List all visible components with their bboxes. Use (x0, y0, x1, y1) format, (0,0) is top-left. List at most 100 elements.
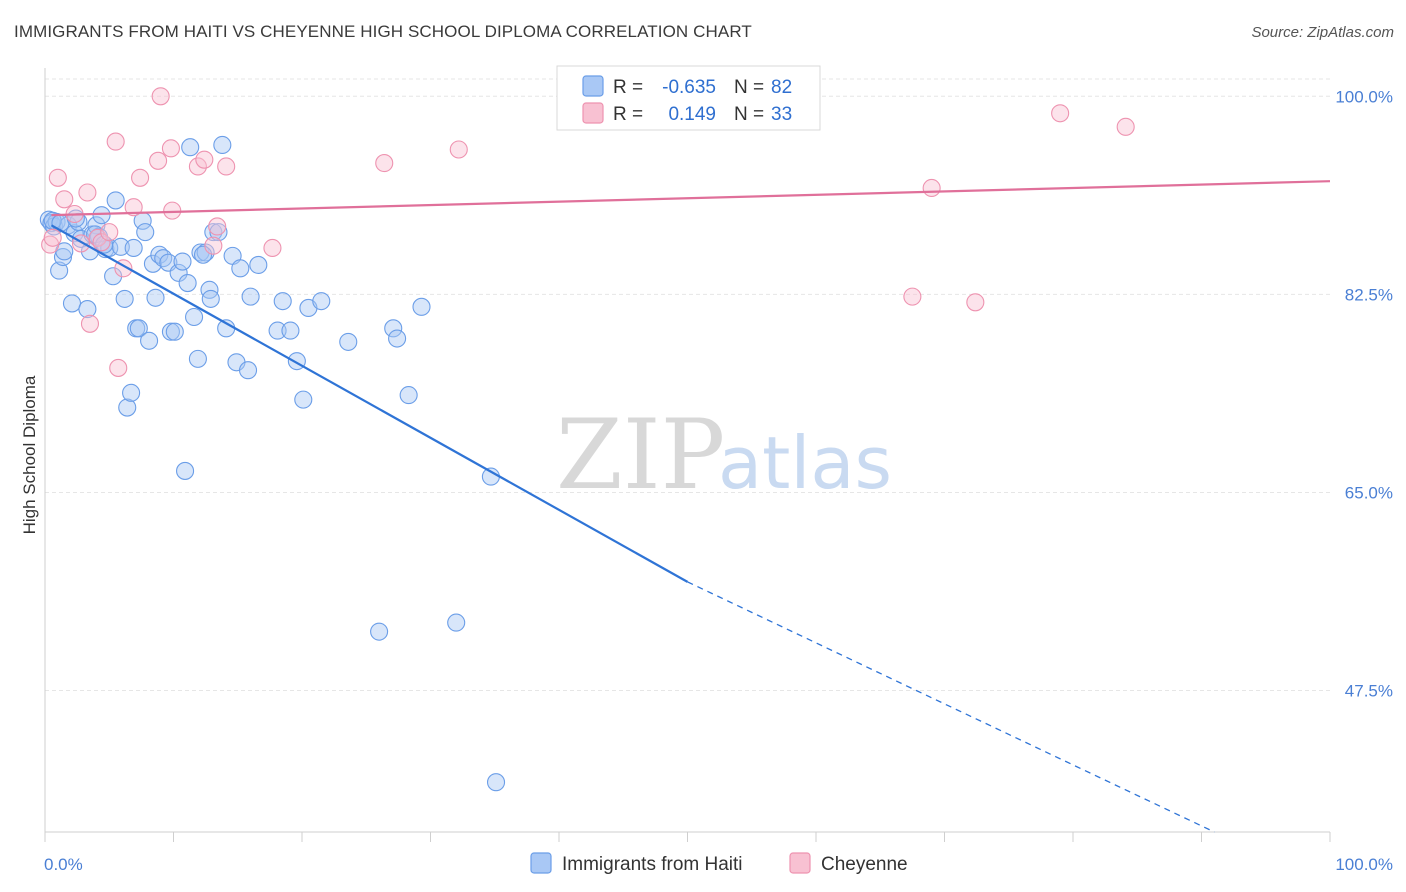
haiti-point (201, 289, 220, 308)
cheyenne-trend-line (51, 180, 1331, 217)
watermark-zip: ZIP (556, 399, 725, 511)
cheyenne-point (55, 190, 74, 209)
cheyenne-point (43, 228, 62, 247)
haiti-point (213, 135, 232, 155)
cheyenne-point (903, 287, 922, 306)
cheyenne-point (131, 168, 150, 187)
haiti-point (115, 289, 134, 308)
haiti-point (241, 287, 260, 306)
haiti-point (124, 238, 143, 258)
haiti-point (294, 390, 313, 409)
haiti-point (181, 138, 200, 157)
cheyenne-point (163, 201, 182, 220)
bottom-legend-swatch-haiti (530, 852, 552, 874)
haiti-point (209, 223, 228, 242)
legend-swatch-haiti (582, 75, 604, 97)
haiti-point (53, 247, 73, 267)
axes: 47.5% 65.0% 82.5% 100.0% 0.0% 100.0% (44, 68, 1393, 874)
cheyenne-point (208, 217, 227, 236)
trend-lines (50, 180, 1331, 833)
haiti-point (106, 191, 125, 210)
watermark-atlas: atlas (718, 421, 892, 505)
legend-n-value-haiti: 82 (771, 77, 792, 98)
haiti-point (200, 280, 219, 299)
haiti-point (196, 243, 215, 262)
legend-n-value-cheyenne: 33 (771, 104, 792, 125)
haiti-point (185, 307, 204, 327)
haiti-point (268, 321, 287, 340)
cheyenne-point (1051, 104, 1070, 123)
haiti-point (188, 349, 207, 368)
legend-n-label-haiti: N = (734, 77, 764, 98)
haiti-point (169, 263, 188, 282)
legend: R = -0.635 N = 82 R = 0.149 N = 33 (556, 65, 821, 131)
x-tick-label-end: 100.0% (1335, 855, 1393, 874)
bottom-legend-label-haiti: Immigrants from Haiti (562, 854, 743, 875)
y-tick-label: 82.5% (1345, 285, 1393, 304)
haiti-point (173, 252, 192, 271)
cheyenne-point (1116, 117, 1135, 136)
legend-r-label-haiti: R = (613, 77, 643, 98)
cheyenne-point (375, 154, 394, 173)
haiti-point (384, 319, 403, 338)
haiti-point (129, 319, 148, 338)
haiti-trend-line-extrapolated (687, 581, 1215, 833)
haiti-point (78, 300, 97, 319)
haiti-point (486, 773, 506, 792)
bottom-legend: Immigrants from Haiti Cheyenne (530, 852, 908, 875)
chart-source: Source: ZipAtlas.com (1251, 24, 1394, 41)
haiti-point (161, 322, 180, 341)
cheyenne-point (149, 151, 168, 170)
x-tick-label-start: 0.0% (44, 855, 83, 874)
cheyenne-point (78, 183, 97, 202)
haiti-point (92, 206, 111, 225)
bottom-legend-swatch-cheyenne (789, 852, 811, 874)
haiti-point (273, 292, 292, 311)
cheyenne-point (217, 157, 236, 176)
chart-title: IMMIGRANTS FROM HAITI VS CHEYENNE HIGH S… (14, 22, 752, 41)
haiti-point (140, 331, 159, 350)
haiti-point (238, 361, 258, 380)
legend-n-label-cheyenne: N = (734, 104, 764, 125)
cheyenne-point (80, 314, 100, 333)
cheyenne-point (195, 150, 214, 169)
cheyenne-point (109, 358, 128, 377)
y-tick-label: 65.0% (1345, 483, 1393, 502)
haiti-point (143, 254, 162, 273)
haiti-point (146, 288, 165, 307)
cheyenne-point (124, 198, 143, 217)
y-axis-label: High School Diploma (20, 375, 39, 534)
haiti-point (118, 398, 137, 417)
cheyenne-point (161, 139, 180, 158)
bottom-legend-label-cheyenne: Cheyenne (821, 854, 908, 875)
haiti-point (412, 297, 431, 316)
cheyenne-point (204, 236, 223, 255)
cheyenne-point (106, 132, 125, 151)
haiti-trend-line (50, 224, 689, 583)
data-points (39, 87, 1135, 792)
haiti-point (281, 321, 300, 340)
haiti-point (62, 294, 82, 313)
haiti-point (249, 255, 268, 274)
grid-lines (45, 78, 1330, 692)
haiti-point (194, 245, 213, 264)
legend-r-value-haiti: -0.635 (662, 77, 716, 98)
legend-r-value-cheyenne: 0.149 (668, 104, 716, 125)
haiti-point (312, 292, 331, 311)
cheyenne-point (151, 87, 170, 106)
haiti-point (50, 261, 69, 280)
haiti-point (388, 329, 407, 348)
haiti-point (165, 322, 184, 341)
haiti-point (447, 613, 466, 632)
cheyenne-point (922, 178, 941, 198)
cheyenne-point (92, 233, 111, 252)
cheyenne-point (188, 157, 207, 176)
legend-swatch-cheyenne (582, 102, 604, 124)
haiti-point (399, 386, 418, 405)
cheyenne-point (48, 168, 67, 187)
haiti-point (122, 383, 141, 402)
haiti-point (231, 259, 250, 278)
cheyenne-point (263, 238, 282, 258)
cheyenne-point (100, 223, 119, 242)
